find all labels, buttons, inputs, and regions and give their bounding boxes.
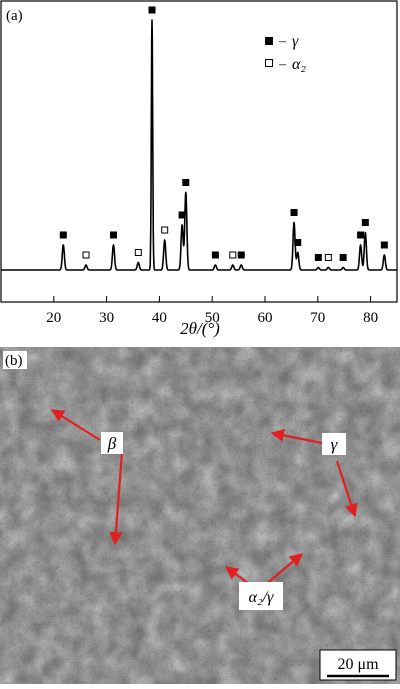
x-axis-ticks [53, 296, 372, 302]
alpha2-peak-marker [82, 251, 90, 259]
gamma-peak-marker [294, 239, 302, 246]
micrograph: (b) β γ α₂/γ 20 μm [0, 347, 400, 684]
x-tick-label: 50 [205, 310, 220, 326]
x-tick-label: 40 [152, 310, 167, 326]
legend-alpha2-label: α₂ [292, 56, 306, 73]
alpha2-peak-marker [324, 254, 332, 261]
alpha2-gamma-arrow [264, 553, 304, 586]
legend-gamma-label: γ [292, 33, 299, 50]
panel-b-label-box [3, 351, 27, 369]
gamma-peak-marker [380, 241, 388, 249]
gamma-arrow [335, 460, 358, 518]
gamma-peak-marker [237, 251, 245, 259]
xrd-chart: (a) 20 30 40 50 60 70 80 – γ – α₂ 2θ/(°) [0, 0, 398, 338]
gamma-peak-marker [148, 6, 156, 14]
xrd-trace [0, 19, 398, 271]
annotation-arrows [50, 409, 358, 586]
beta-arrow [50, 409, 101, 441]
x-tick-label: 80 [363, 310, 378, 326]
beta-label: β [107, 434, 117, 453]
alpha2-gamma-arrow [224, 566, 249, 584]
gamma-peak-marker [109, 231, 117, 239]
x-axis-label: 2θ/(°) [180, 319, 220, 338]
gamma-peak-marker [339, 254, 347, 261]
legend-dash: – [278, 57, 287, 72]
beta-arrow [109, 451, 124, 546]
gamma-arrow [270, 428, 323, 445]
gamma-peak-marker [314, 254, 322, 261]
beta-label-box [101, 432, 123, 454]
gamma-peak-marker [357, 231, 365, 239]
xrd-chart-svg: (a) 20 30 40 50 60 70 80 – γ – α₂ 2θ/(°) [0, 0, 398, 338]
legend-alpha2-marker [265, 59, 273, 67]
peak-markers [59, 6, 388, 261]
gamma-peak-marker [182, 179, 190, 186]
alpha2-gamma-label: α₂/γ [249, 589, 274, 606]
alpha2-peak-marker [134, 249, 142, 256]
scale-bar-label: 20 μm [337, 656, 379, 673]
micrograph-svg: (b) β γ α₂/γ 20 μm [0, 347, 400, 684]
legend-dash: – [278, 34, 287, 49]
alpha2-peak-marker [161, 226, 169, 234]
gamma-label-box [322, 433, 346, 455]
gamma-peak-marker [178, 211, 186, 219]
gamma-peak-marker [361, 219, 369, 226]
panel-b-label: (b) [5, 353, 23, 369]
xrd-plot-frame [0, 0, 398, 303]
alpha2-gamma-label-box [239, 582, 283, 610]
x-tick-label: 60 [258, 310, 273, 326]
micrograph-texture [0, 347, 400, 684]
gamma-label: γ [331, 435, 339, 454]
x-tick-label: 70 [310, 310, 325, 326]
legend: – γ – α₂ [265, 33, 306, 73]
gamma-peak-marker [290, 209, 298, 216]
panel-a-label: (a) [6, 8, 23, 24]
x-tick-label: 30 [99, 310, 114, 326]
gamma-peak-marker [211, 251, 219, 259]
gamma-peak-marker [59, 231, 67, 239]
legend-gamma-marker [265, 37, 273, 45]
x-axis-tick-labels: 20 30 40 50 60 70 80 [46, 310, 378, 326]
x-tick-label: 20 [46, 310, 61, 326]
alpha2-peak-marker [229, 251, 237, 259]
